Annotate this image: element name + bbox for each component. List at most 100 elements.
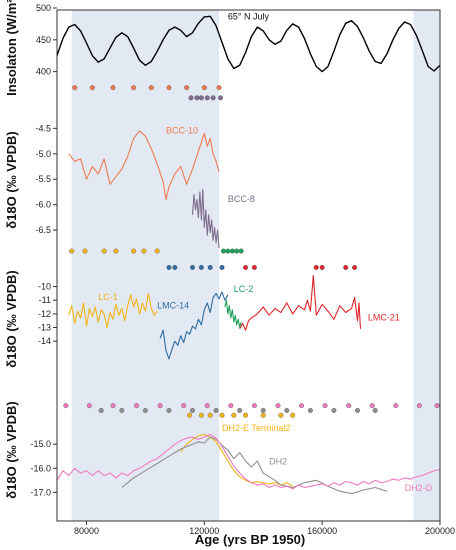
series-line-bcc-8: [191, 188, 220, 248]
age-marker: [142, 407, 148, 413]
age-marker: [278, 412, 284, 418]
x-axis-label: Age (yrs BP 1950): [195, 532, 305, 547]
shaded-interval-1: [71, 10, 220, 521]
age-marker: [346, 403, 352, 409]
age-marker: [194, 95, 200, 101]
age-marker: [166, 85, 172, 91]
y-tick-label: -5.0: [35, 149, 51, 159]
age-marker: [220, 248, 226, 254]
y-tick-label: 400: [36, 67, 51, 77]
age-marker: [131, 85, 137, 91]
series-line-bcc-10: [68, 130, 220, 201]
x-axis: 80000 120000 160000 200000: [74, 521, 455, 536]
age-marker: [228, 403, 234, 409]
age-marker: [198, 264, 204, 270]
age-marker: [69, 248, 75, 254]
y-tick-label: -10: [38, 282, 51, 292]
age-marker: [260, 412, 266, 418]
series-label: LC-2: [234, 284, 254, 294]
series-line-lmc-21: [239, 275, 362, 331]
age-marker: [434, 403, 440, 409]
age-marker: [166, 407, 172, 413]
age-marker: [110, 85, 116, 91]
shaded-interval-2: [413, 10, 440, 521]
age-marker: [134, 403, 140, 409]
y-axis-label-dh2: δ18O (‰ VPDB): [4, 401, 19, 498]
plot-frame: [56, 9, 441, 522]
y-tick-label: -16.0: [30, 463, 51, 473]
age-marker: [243, 264, 249, 270]
age-marker: [219, 412, 225, 418]
series-label: BCC-10: [166, 125, 198, 135]
age-marker: [86, 403, 92, 409]
age-marker: [369, 403, 375, 409]
age-marker: [231, 412, 237, 418]
panel-annotation: 65° N July: [228, 11, 270, 21]
y-tick-label: -6.5: [35, 225, 51, 235]
age-marker: [251, 403, 257, 409]
age-marker: [290, 412, 296, 418]
age-marker: [89, 85, 95, 91]
age-marker: [198, 95, 204, 101]
age-marker: [210, 95, 216, 101]
y-axis-label-lmc: δ18O (‰ VPDB): [4, 270, 19, 367]
y-tick-label: -13: [38, 323, 51, 333]
series-line-65-n-july: [56, 15, 441, 73]
age-marker: [181, 403, 187, 409]
age-marker: [204, 403, 210, 409]
age-marker: [184, 85, 190, 91]
y-tick-label: -14: [38, 336, 51, 346]
age-marker: [157, 403, 163, 409]
y-tick-label: -17.0: [30, 487, 51, 497]
age-marker: [207, 412, 213, 418]
age-marker: [63, 403, 69, 409]
age-marker: [343, 264, 349, 270]
series-line-lc-2: [224, 299, 242, 329]
age-marker: [352, 264, 358, 270]
age-marker: [313, 264, 319, 270]
age-marker: [187, 412, 193, 418]
age-marker: [219, 264, 225, 270]
age-marker: [190, 407, 196, 413]
age-marker: [119, 407, 125, 413]
series-label: BCC-8: [228, 194, 255, 204]
age-marker: [113, 248, 119, 254]
y-tick-label: -15.0: [30, 439, 51, 449]
age-marker: [101, 248, 107, 254]
age-marker: [148, 85, 154, 91]
age-marker: [198, 412, 204, 418]
age-marker: [322, 403, 328, 409]
x-tick-label: 120000: [189, 526, 219, 536]
age-marker: [131, 248, 137, 254]
x-tick-label: 200000: [425, 526, 455, 536]
age-marker: [72, 85, 78, 91]
panel-dh2: -15.0 -16.0 -17.0 δ18O (‰ VPDB) DH2-E Termin…: [4, 401, 441, 499]
age-marker: [251, 264, 257, 270]
series-line-dh2-d: [56, 433, 441, 490]
age-marker: [234, 248, 240, 254]
age-marker: [393, 403, 399, 409]
series-line-lc-1: [68, 292, 158, 329]
age-marker: [319, 264, 325, 270]
age-marker: [201, 85, 207, 91]
panel-insolation: 400 450 500 Insolaton (W/m²) 65° N July: [4, 0, 441, 96]
y-axis-label-bcc: δ18O (‰ VPDB): [4, 131, 19, 228]
y-tick-label: -11: [39, 295, 51, 305]
age-marker: [275, 403, 281, 409]
panel-bcc: -4.5 -5.0 -5.5 -6.0 -6.5 δ18O (‰ VPDB) BCC-10 B…: [4, 85, 255, 248]
series-line-dh2-e-terminal2: [180, 433, 293, 487]
x-tick-label: 80000: [74, 526, 99, 536]
y-tick-label: -6.0: [35, 200, 51, 210]
age-marker: [190, 264, 196, 270]
age-marker: [172, 264, 178, 270]
series-line-lmc-14: [159, 291, 229, 360]
age-marker: [331, 407, 337, 413]
age-marker: [218, 95, 224, 101]
y-tick-label: -4.5: [35, 123, 51, 133]
series-label: DH2: [269, 457, 287, 467]
panel-lmc: -10 -11 -12 -13 -14 δ18O (‰ VPDB) LC-1 LMC-14 LC…: [4, 248, 400, 368]
age-marker: [284, 407, 290, 413]
y-tick-label: 450: [36, 35, 51, 45]
age-marker: [82, 248, 88, 254]
